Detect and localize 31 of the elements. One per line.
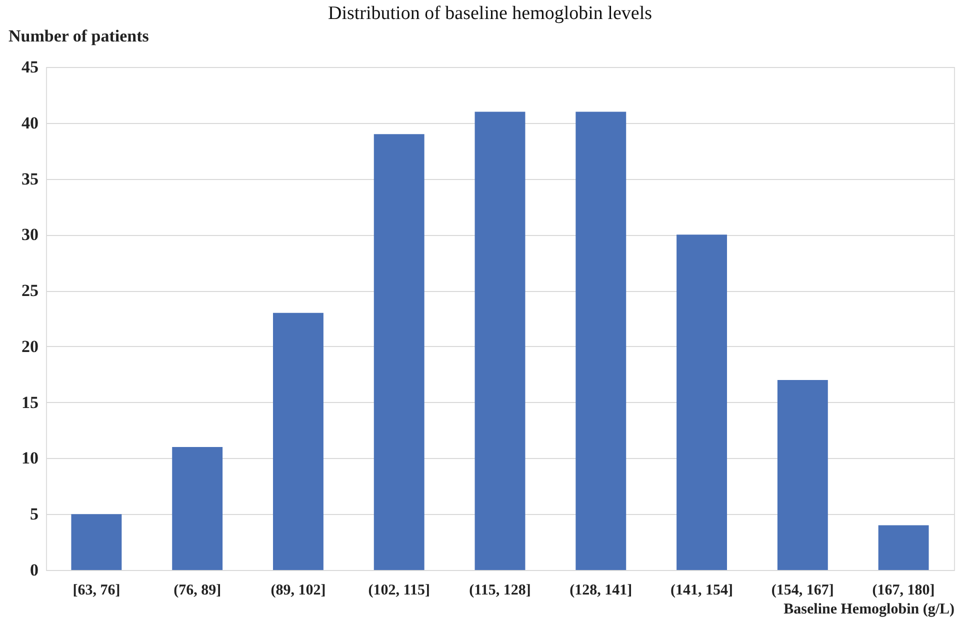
- y-tick-label: 15: [22, 392, 38, 412]
- x-tick-label: (154, 167]: [771, 582, 834, 598]
- y-axis-title: Number of patients: [8, 26, 150, 46]
- bar: [777, 380, 828, 570]
- x-tick-label: [63, 76]: [72, 582, 120, 598]
- bar: [273, 312, 324, 570]
- bar: [878, 525, 929, 570]
- y-tick-label: 40: [22, 113, 38, 132]
- y-tick-label: 30: [22, 225, 38, 244]
- bar: [474, 112, 526, 570]
- y-tick-label: 45: [22, 58, 38, 76]
- y-tick-label: 35: [22, 169, 38, 188]
- y-tick-label: 5: [30, 504, 38, 524]
- y-tick-label: 25: [22, 281, 38, 300]
- y-tick-label: 10: [22, 448, 38, 468]
- chart-title: Distribution of baseline hemoglobin levels: [328, 3, 652, 24]
- x-tick-label: (167, 180]: [872, 582, 935, 598]
- x-tick-label: (76, 89]: [174, 582, 222, 598]
- x-tick-label: (141, 154]: [670, 582, 734, 598]
- bar: [576, 112, 626, 570]
- y-tick-label: 20: [22, 336, 38, 356]
- bar: [374, 134, 424, 570]
- bar: [71, 514, 122, 570]
- x-axis-title: Baseline Hemoglobin (g/L): [784, 602, 954, 618]
- x-tick-label: (102, 115]: [368, 582, 430, 598]
- y-tick-label: 0: [30, 560, 38, 580]
- x-tick-label: (128, 141]: [570, 582, 632, 598]
- x-tick-label: (89, 102]: [270, 582, 326, 598]
- bar: [172, 447, 223, 570]
- bar: [676, 234, 727, 570]
- x-tick-label: (115, 128]: [469, 582, 531, 598]
